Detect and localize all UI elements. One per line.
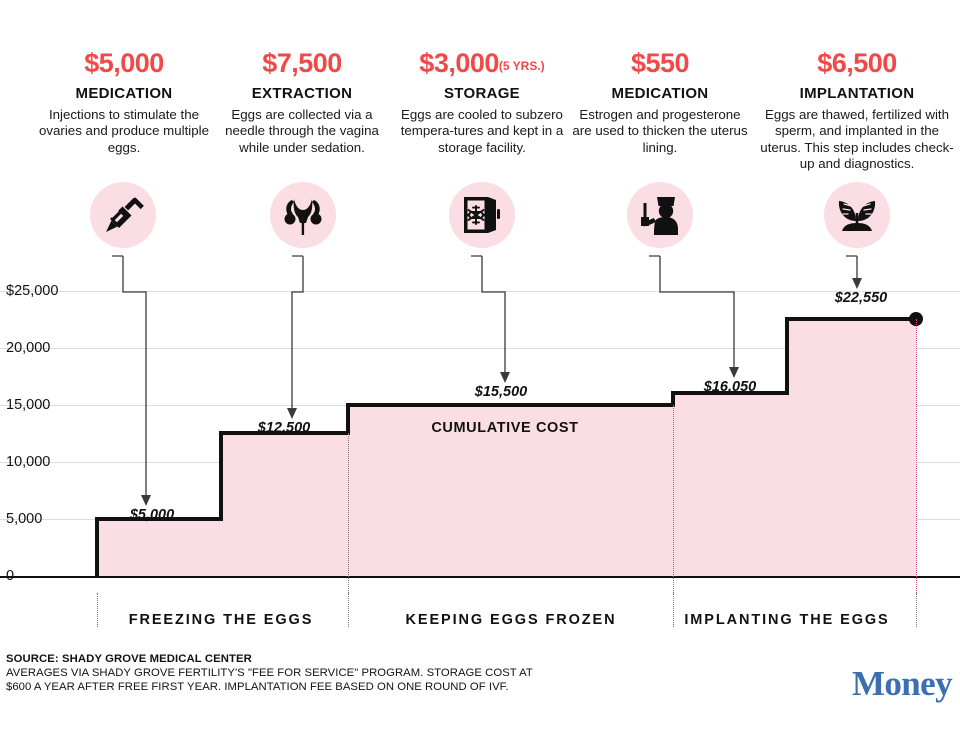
- step-cost-value: $3,000: [419, 48, 499, 78]
- ytick-label-5000: 5,000: [6, 511, 43, 527]
- footer-divider-2: [673, 593, 674, 627]
- section-divider-2: [673, 405, 674, 615]
- ytick-label-15000: 15,000: [6, 397, 51, 413]
- nurse-icon: [638, 193, 682, 237]
- step-cost-value: $550: [630, 48, 690, 78]
- cumulative-cost-label: CUMULATIVE COST: [431, 420, 579, 436]
- step-cost: $5,000: [34, 48, 214, 81]
- step-card-0: $5,000 MEDICATION Injections to stimulat…: [34, 48, 214, 156]
- footer-divider-0: [97, 593, 98, 627]
- step-description: Eggs are thawed, fertilized with sperm, …: [760, 107, 954, 172]
- step-cost-value: $5,000: [84, 48, 164, 78]
- ytick-label-25000: $25,000: [6, 283, 59, 299]
- step-cost: $550: [570, 48, 750, 81]
- seedling-icon: [835, 193, 879, 237]
- section-label-implanting: IMPLANTING THE EGGS: [684, 612, 890, 628]
- footer-divider-3: [916, 593, 917, 627]
- step-cost-value: $7,500: [262, 48, 342, 78]
- cumulative-cost-chart: $25,000 20,000 15,000 10,000 5,000 0 $5,…: [0, 250, 960, 615]
- section-divider-1: [348, 433, 349, 615]
- freezer-icon: [461, 194, 503, 236]
- value-label-5000: $5,000: [129, 507, 175, 523]
- step-title: IMPLANTATION: [799, 85, 915, 102]
- uterus-icon: [281, 193, 325, 237]
- section-label-keeping: KEEPING EGGS FROZEN: [405, 612, 617, 628]
- axis-baseline: [0, 576, 960, 578]
- value-label-16050: $16,050: [703, 379, 757, 395]
- bottom-rule: [0, 736, 960, 738]
- step-icon-1: [270, 182, 336, 248]
- step-cost: $7,500: [212, 48, 392, 81]
- cost-area-fill: [97, 319, 916, 576]
- money-logo: Money: [851, 664, 953, 703]
- source-block: SOURCE: SHADY GROVE MEDICAL CENTER AVERA…: [6, 652, 533, 694]
- step-card-3: $550 MEDICATION Estrogen and progesteron…: [570, 48, 750, 156]
- step-icon-0: [90, 182, 156, 248]
- value-label-22550: $22,550: [834, 290, 888, 306]
- step-icon-2: [449, 182, 515, 248]
- syringe-icon: [102, 194, 144, 236]
- step-title: MEDICATION: [75, 85, 173, 102]
- source-line-1: AVERAGES VIA SHADY GROVE FERTILITY'S "FE…: [6, 667, 533, 679]
- ytick-label-10000: 10,000: [6, 454, 51, 470]
- step-cost: $6,500: [757, 48, 957, 81]
- step-title: STORAGE: [443, 85, 520, 102]
- ytick-label-20000: 20,000: [6, 340, 51, 356]
- step-title: MEDICATION: [611, 85, 709, 102]
- ytick-label-0: 0: [6, 568, 15, 584]
- step-title: EXTRACTION: [251, 85, 353, 102]
- footer-divider-1: [348, 593, 349, 627]
- step-card-4: $6,500 IMPLANTATION Eggs are thawed, fer…: [757, 48, 957, 173]
- step-description: Injections to stimulate the ovaries and …: [38, 107, 209, 155]
- chart-end-divider: [916, 319, 917, 615]
- source-line-2: $600 A YEAR AFTER FREE FIRST YEAR. IMPLA…: [6, 681, 509, 693]
- step-card-2: $3,000(5 YRS.) STORAGE Eggs are cooled t…: [392, 48, 572, 156]
- step-cost: $3,000(5 YRS.): [392, 48, 572, 81]
- step-description: Eggs are cooled to subzero tempera-tures…: [400, 107, 564, 155]
- step-cost-value: $6,500: [817, 48, 897, 78]
- section-label-freezing: FREEZING THE EGGS: [128, 612, 314, 628]
- cost-step-line: [95, 317, 916, 576]
- step-description: Estrogen and progesterone are used to th…: [572, 107, 748, 155]
- step-cost-note: (5 YRS.): [498, 59, 545, 73]
- source-title: SOURCE: SHADY GROVE MEDICAL CENTER: [6, 653, 252, 665]
- step-description: Eggs are collected via a needle through …: [225, 107, 379, 155]
- step-icon-3: [627, 182, 693, 248]
- step-icon-4: [824, 182, 890, 248]
- value-label-15500: $15,500: [474, 384, 528, 400]
- step-card-1: $7,500 EXTRACTION Eggs are collected via…: [212, 48, 392, 156]
- value-label-12500: $12,500: [257, 420, 311, 436]
